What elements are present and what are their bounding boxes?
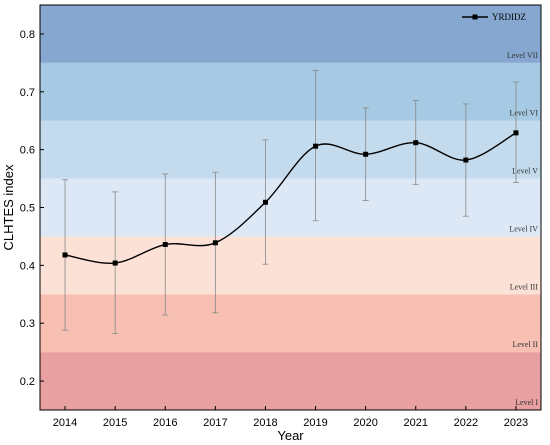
y-tick-label: 0.3 [20, 318, 35, 330]
level-band-label: Level I [515, 398, 538, 407]
data-point-marker [413, 140, 419, 146]
level-band-label: Level V [512, 167, 538, 176]
level-band [40, 236, 541, 295]
legend-marker-swatch [472, 14, 478, 20]
x-tick-label: 2021 [404, 417, 428, 429]
x-tick-label: 2020 [353, 417, 377, 429]
x-tick-label: 2016 [153, 417, 177, 429]
level-band [40, 120, 541, 179]
series-markers [62, 130, 519, 266]
level-band [40, 5, 541, 63]
y-tick-label: 0.8 [20, 29, 35, 41]
data-point-marker [313, 143, 319, 149]
level-band [40, 178, 541, 237]
y-tick-label: 0.5 [20, 203, 35, 215]
y-tick-label: 0.6 [20, 145, 35, 157]
x-tick-label: 2023 [504, 417, 528, 429]
level-band [40, 352, 541, 410]
y-axis-title: CLHTES index [1, 164, 16, 250]
y-tick-label: 0.4 [20, 260, 35, 272]
legend-label-yrdidz: YRDIDZ [492, 12, 526, 22]
data-point-marker [112, 260, 118, 266]
level-band [40, 62, 541, 121]
level-band-labels: Level I Level II Level III Level IV Level V L… [507, 51, 539, 407]
y-tick-label: 0.7 [20, 87, 35, 99]
data-point-marker [513, 130, 519, 136]
x-tick-label: 2019 [303, 417, 327, 429]
x-axis-ticks: 2014 2015 2016 2017 2018 2019 2020 2021 2022 2023 [53, 406, 528, 429]
level-band [40, 294, 541, 353]
data-point-marker [62, 252, 68, 258]
data-point-marker [212, 240, 218, 246]
data-point-marker [463, 157, 469, 163]
data-point-marker [363, 151, 369, 157]
x-tick-label: 2014 [53, 417, 77, 429]
x-tick-label: 2018 [253, 417, 277, 429]
x-tick-label: 2015 [103, 417, 127, 429]
y-tick-label: 0.2 [20, 376, 35, 388]
series-line-yrdidz [64, 132, 517, 264]
level-band-label: Level II [512, 340, 538, 349]
x-axis-title: Year [277, 428, 304, 443]
level-band-label: Level VII [507, 51, 539, 60]
level-band-label: Level VI [509, 109, 538, 118]
legend: YRDIDZ [462, 12, 526, 22]
data-point-marker [262, 199, 268, 205]
level-band-label: Level III [510, 282, 539, 291]
level-bands [40, 5, 541, 410]
x-tick-label: 2022 [454, 417, 478, 429]
x-tick-label: 2017 [203, 417, 227, 429]
data-point-marker [162, 242, 168, 248]
y-axis-ticks: 0.2 0.3 0.4 0.5 0.6 0.7 0.8 [20, 29, 44, 388]
level-band-label: Level IV [509, 224, 538, 233]
